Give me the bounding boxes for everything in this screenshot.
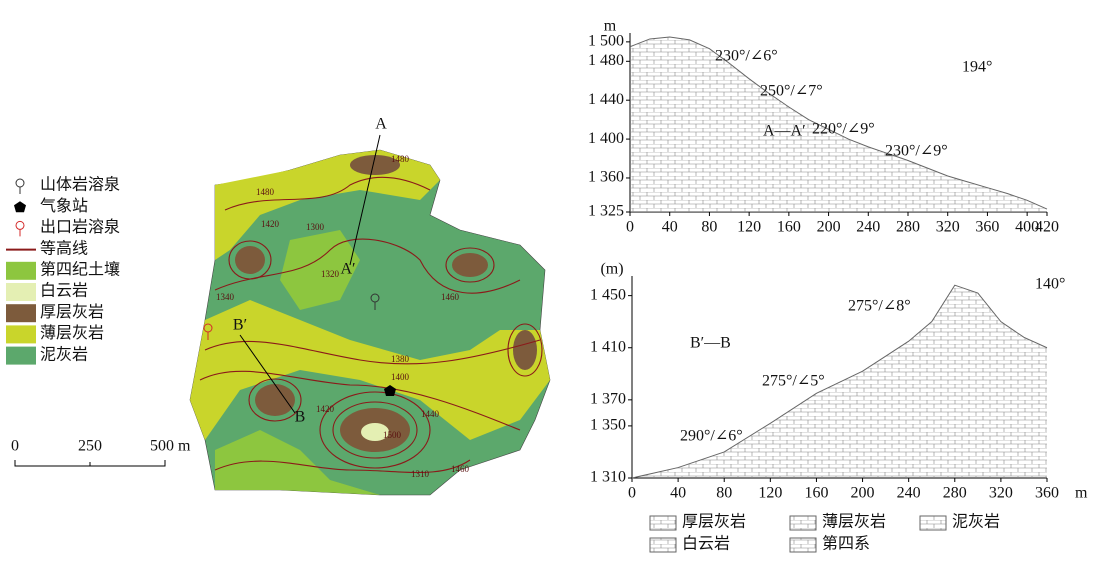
legend-swatch bbox=[6, 325, 36, 343]
x-axis-label: m bbox=[1075, 485, 1088, 502]
contour-label: 1460 bbox=[441, 292, 460, 302]
x-tick-label: 320 bbox=[936, 219, 960, 236]
contour-label: 1480 bbox=[391, 154, 410, 164]
legend-label: 第四系 bbox=[822, 535, 870, 553]
x-tick-label: 360 bbox=[1035, 485, 1059, 502]
contour-label: 1400 bbox=[391, 372, 410, 382]
x-tick-label: 0 bbox=[628, 485, 636, 502]
contour-label: 1380 bbox=[391, 354, 410, 364]
annotation: 275°/∠5° bbox=[762, 373, 825, 390]
y-axis-label: m bbox=[604, 18, 617, 35]
legend-label: 泥灰岩 bbox=[40, 345, 88, 363]
x-tick-label: 0 bbox=[626, 219, 634, 236]
annotation: 290°/∠6° bbox=[680, 428, 743, 445]
x-tick-label: 40 bbox=[670, 485, 686, 502]
annotation: A—A′ bbox=[763, 123, 806, 140]
x-tick-label: 240 bbox=[856, 219, 880, 236]
legend-swatch bbox=[920, 516, 946, 530]
legend-label: 山体岩溶泉 bbox=[40, 176, 120, 194]
contour-label: 1420 bbox=[316, 404, 335, 414]
x-tick-label: 40 bbox=[662, 219, 678, 236]
annotation: 250°/∠7° bbox=[760, 83, 823, 100]
legend-swatch bbox=[790, 516, 816, 530]
legend-swatch bbox=[650, 538, 676, 552]
scale-bar bbox=[15, 460, 165, 466]
x-tick-label: 280 bbox=[896, 219, 920, 236]
legend-swatch bbox=[6, 283, 36, 301]
x-tick-label: 280 bbox=[943, 485, 967, 502]
section-label: B′ bbox=[233, 317, 247, 334]
x-tick-label: 160 bbox=[777, 219, 801, 236]
y-axis-label: (m) bbox=[600, 261, 623, 278]
contour-label: 1320 bbox=[321, 269, 340, 279]
y-tick-label: 1 370 bbox=[590, 391, 626, 408]
x-tick-label: 120 bbox=[758, 485, 782, 502]
legend-symbol bbox=[14, 201, 26, 212]
legend-swatch bbox=[790, 538, 816, 552]
legend-symbol bbox=[16, 179, 24, 187]
legend-label: 等高线 bbox=[40, 239, 88, 257]
annotation: 220°/∠9° bbox=[812, 121, 875, 138]
legend-label: 出口岩溶泉 bbox=[40, 218, 120, 236]
annotation: 275°/∠8° bbox=[848, 298, 911, 315]
x-tick-label: 420 bbox=[1035, 219, 1059, 236]
legend-swatch bbox=[6, 347, 36, 365]
legend-label: 薄层灰岩 bbox=[822, 513, 886, 531]
contour-label: 1300 bbox=[306, 222, 325, 232]
legend-swatch bbox=[650, 516, 676, 530]
figure: 山体岩溶泉气象站出口岩溶泉等高线第四纪土壤白云岩厚层灰岩薄层灰岩泥灰岩02505… bbox=[0, 0, 1111, 560]
annotation: B′—B bbox=[690, 335, 731, 352]
legend-label: 厚层灰岩 bbox=[40, 303, 104, 321]
legend-label: 泥灰岩 bbox=[952, 513, 1000, 531]
annotation: 230°/∠6° bbox=[715, 48, 778, 65]
contour-label: 1310 bbox=[411, 469, 430, 479]
contour-label: 1500 bbox=[383, 430, 402, 440]
map bbox=[190, 135, 550, 495]
contour-label: 1440 bbox=[421, 409, 440, 419]
legend-symbol bbox=[16, 221, 24, 229]
x-tick-label: 240 bbox=[897, 485, 921, 502]
legend-label: 第四纪土壤 bbox=[40, 259, 120, 278]
contour-label: 1480 bbox=[256, 187, 275, 197]
section-label: A′ bbox=[340, 261, 355, 278]
legend-swatch bbox=[6, 262, 36, 280]
x-tick-label: 200 bbox=[817, 219, 841, 236]
terrain-fill bbox=[632, 285, 1047, 478]
scale-label: 0 bbox=[11, 438, 19, 455]
y-tick-label: 1 440 bbox=[588, 91, 624, 108]
y-tick-label: 1 310 bbox=[590, 469, 626, 486]
x-tick-label: 80 bbox=[701, 219, 717, 236]
legend-label: 白云岩 bbox=[40, 282, 88, 300]
contour-label: 1340 bbox=[216, 292, 235, 302]
legend-swatch bbox=[6, 304, 36, 322]
contour-label: 1420 bbox=[261, 219, 280, 229]
scale-label: 250 bbox=[78, 438, 102, 455]
x-tick-label: 160 bbox=[804, 485, 828, 502]
contour-label: 1460 bbox=[451, 464, 470, 474]
y-tick-label: 1 325 bbox=[588, 203, 624, 220]
annotation: 194° bbox=[962, 59, 992, 76]
y-tick-label: 1 400 bbox=[588, 130, 624, 147]
x-tick-label: 80 bbox=[716, 485, 732, 502]
section-label: B bbox=[295, 409, 306, 426]
y-tick-label: 1 450 bbox=[590, 286, 626, 303]
legend-label: 厚层灰岩 bbox=[682, 513, 746, 531]
x-tick-label: 120 bbox=[737, 219, 761, 236]
y-tick-label: 1 410 bbox=[590, 338, 626, 355]
annotation: 140° bbox=[1035, 276, 1065, 293]
y-tick-label: 1 480 bbox=[588, 52, 624, 69]
y-tick-label: 1 350 bbox=[590, 417, 626, 434]
y-tick-label: 1 500 bbox=[588, 33, 624, 50]
section-label: A bbox=[375, 116, 387, 133]
x-tick-label: 200 bbox=[851, 485, 875, 502]
legend-label: 薄层灰岩 bbox=[40, 324, 104, 342]
annotation: 230°/∠9° bbox=[885, 143, 948, 160]
x-tick-label: 360 bbox=[975, 219, 999, 236]
legend-label: 气象站 bbox=[40, 197, 88, 215]
legend-label: 白云岩 bbox=[682, 535, 730, 553]
x-tick-label: 320 bbox=[989, 485, 1013, 502]
scale-label: 500 m bbox=[150, 438, 191, 455]
y-tick-label: 1 360 bbox=[588, 169, 624, 186]
